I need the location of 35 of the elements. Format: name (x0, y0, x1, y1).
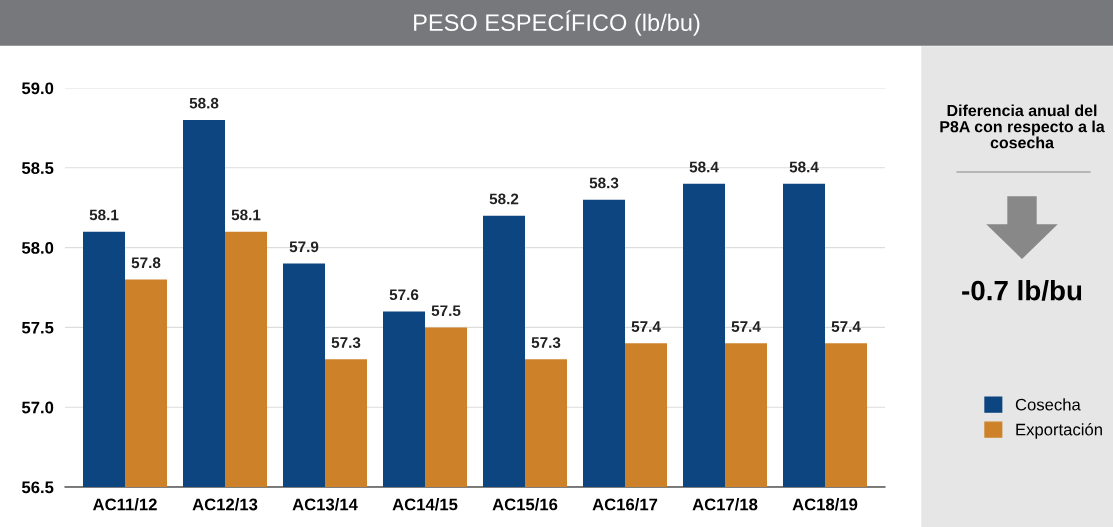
chart-title: PESO ESPECÍFICO (lb/bu) (414, 10, 700, 36)
text: Diferencia anual del P8A con respecto a la cosecha (940, 104, 1105, 149)
y-tick-label: 59.0 (21, 82, 54, 95)
data-label: 58.4 (689, 161, 719, 173)
y-tick-label: 58.0 (21, 242, 54, 254)
data-label: 58.4 (789, 161, 819, 173)
x-tick-label: AC18/19 (792, 498, 858, 511)
data-label: 57.4 (731, 321, 761, 333)
x-tick-label: AC15/16 (492, 498, 558, 511)
y-tick-label: 56.5 (21, 481, 54, 494)
x-tick-label: AC17/18 (692, 498, 758, 511)
legend-label: Exportación (1016, 423, 1102, 439)
data-label: 58.1 (231, 209, 261, 221)
legend-label: Cosecha (1015, 398, 1081, 411)
x-tick-label: AC11/12 (92, 498, 157, 511)
x-tick-label: AC16/17 (592, 498, 658, 511)
data-label: 58.8 (189, 97, 219, 109)
data-label: 57.3 (331, 337, 361, 348)
data-label: 57.8 (131, 257, 161, 269)
text: -0.7 lb/bu (962, 280, 1082, 301)
data-label: 58.1 (89, 209, 119, 221)
x-tick-label: AC13/14 (292, 498, 358, 511)
data-label: 57.9 (289, 241, 319, 253)
y-tick-label: 57.0 (21, 401, 54, 414)
data-label: 58.3 (589, 177, 619, 189)
x-tick-label: AC12/13 (192, 498, 258, 511)
y-tick-label: 58.5 (21, 162, 54, 174)
x-tick-label: AC14/15 (392, 498, 458, 511)
data-label: 57.4 (831, 321, 861, 333)
data-label: 57.4 (631, 321, 661, 333)
y-tick-label: 57.5 (21, 321, 54, 334)
data-label: 58.2 (489, 193, 519, 205)
data-label: 57.6 (389, 289, 419, 301)
data-label: 57.5 (431, 305, 461, 317)
data-label: 57.3 (531, 337, 561, 348)
